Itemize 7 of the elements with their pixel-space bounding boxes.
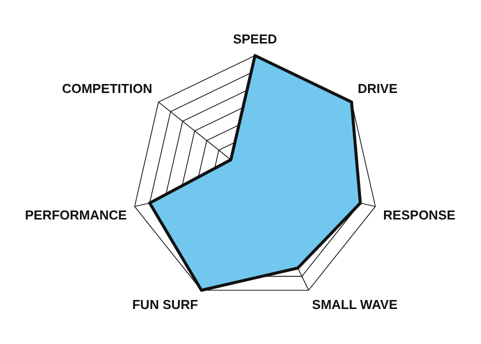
spoke-label: RESPONSE [383,208,456,223]
spoke-label: COMPETITION [62,80,152,96]
spoke-label: SMALL WAVE [312,296,398,312]
spoke-label: PERFORMANCE [24,208,128,223]
spoke-label: DRIVE [358,80,398,96]
spoke-label: SPEED [232,31,278,46]
spoke-label: FUN SURF [132,296,198,312]
